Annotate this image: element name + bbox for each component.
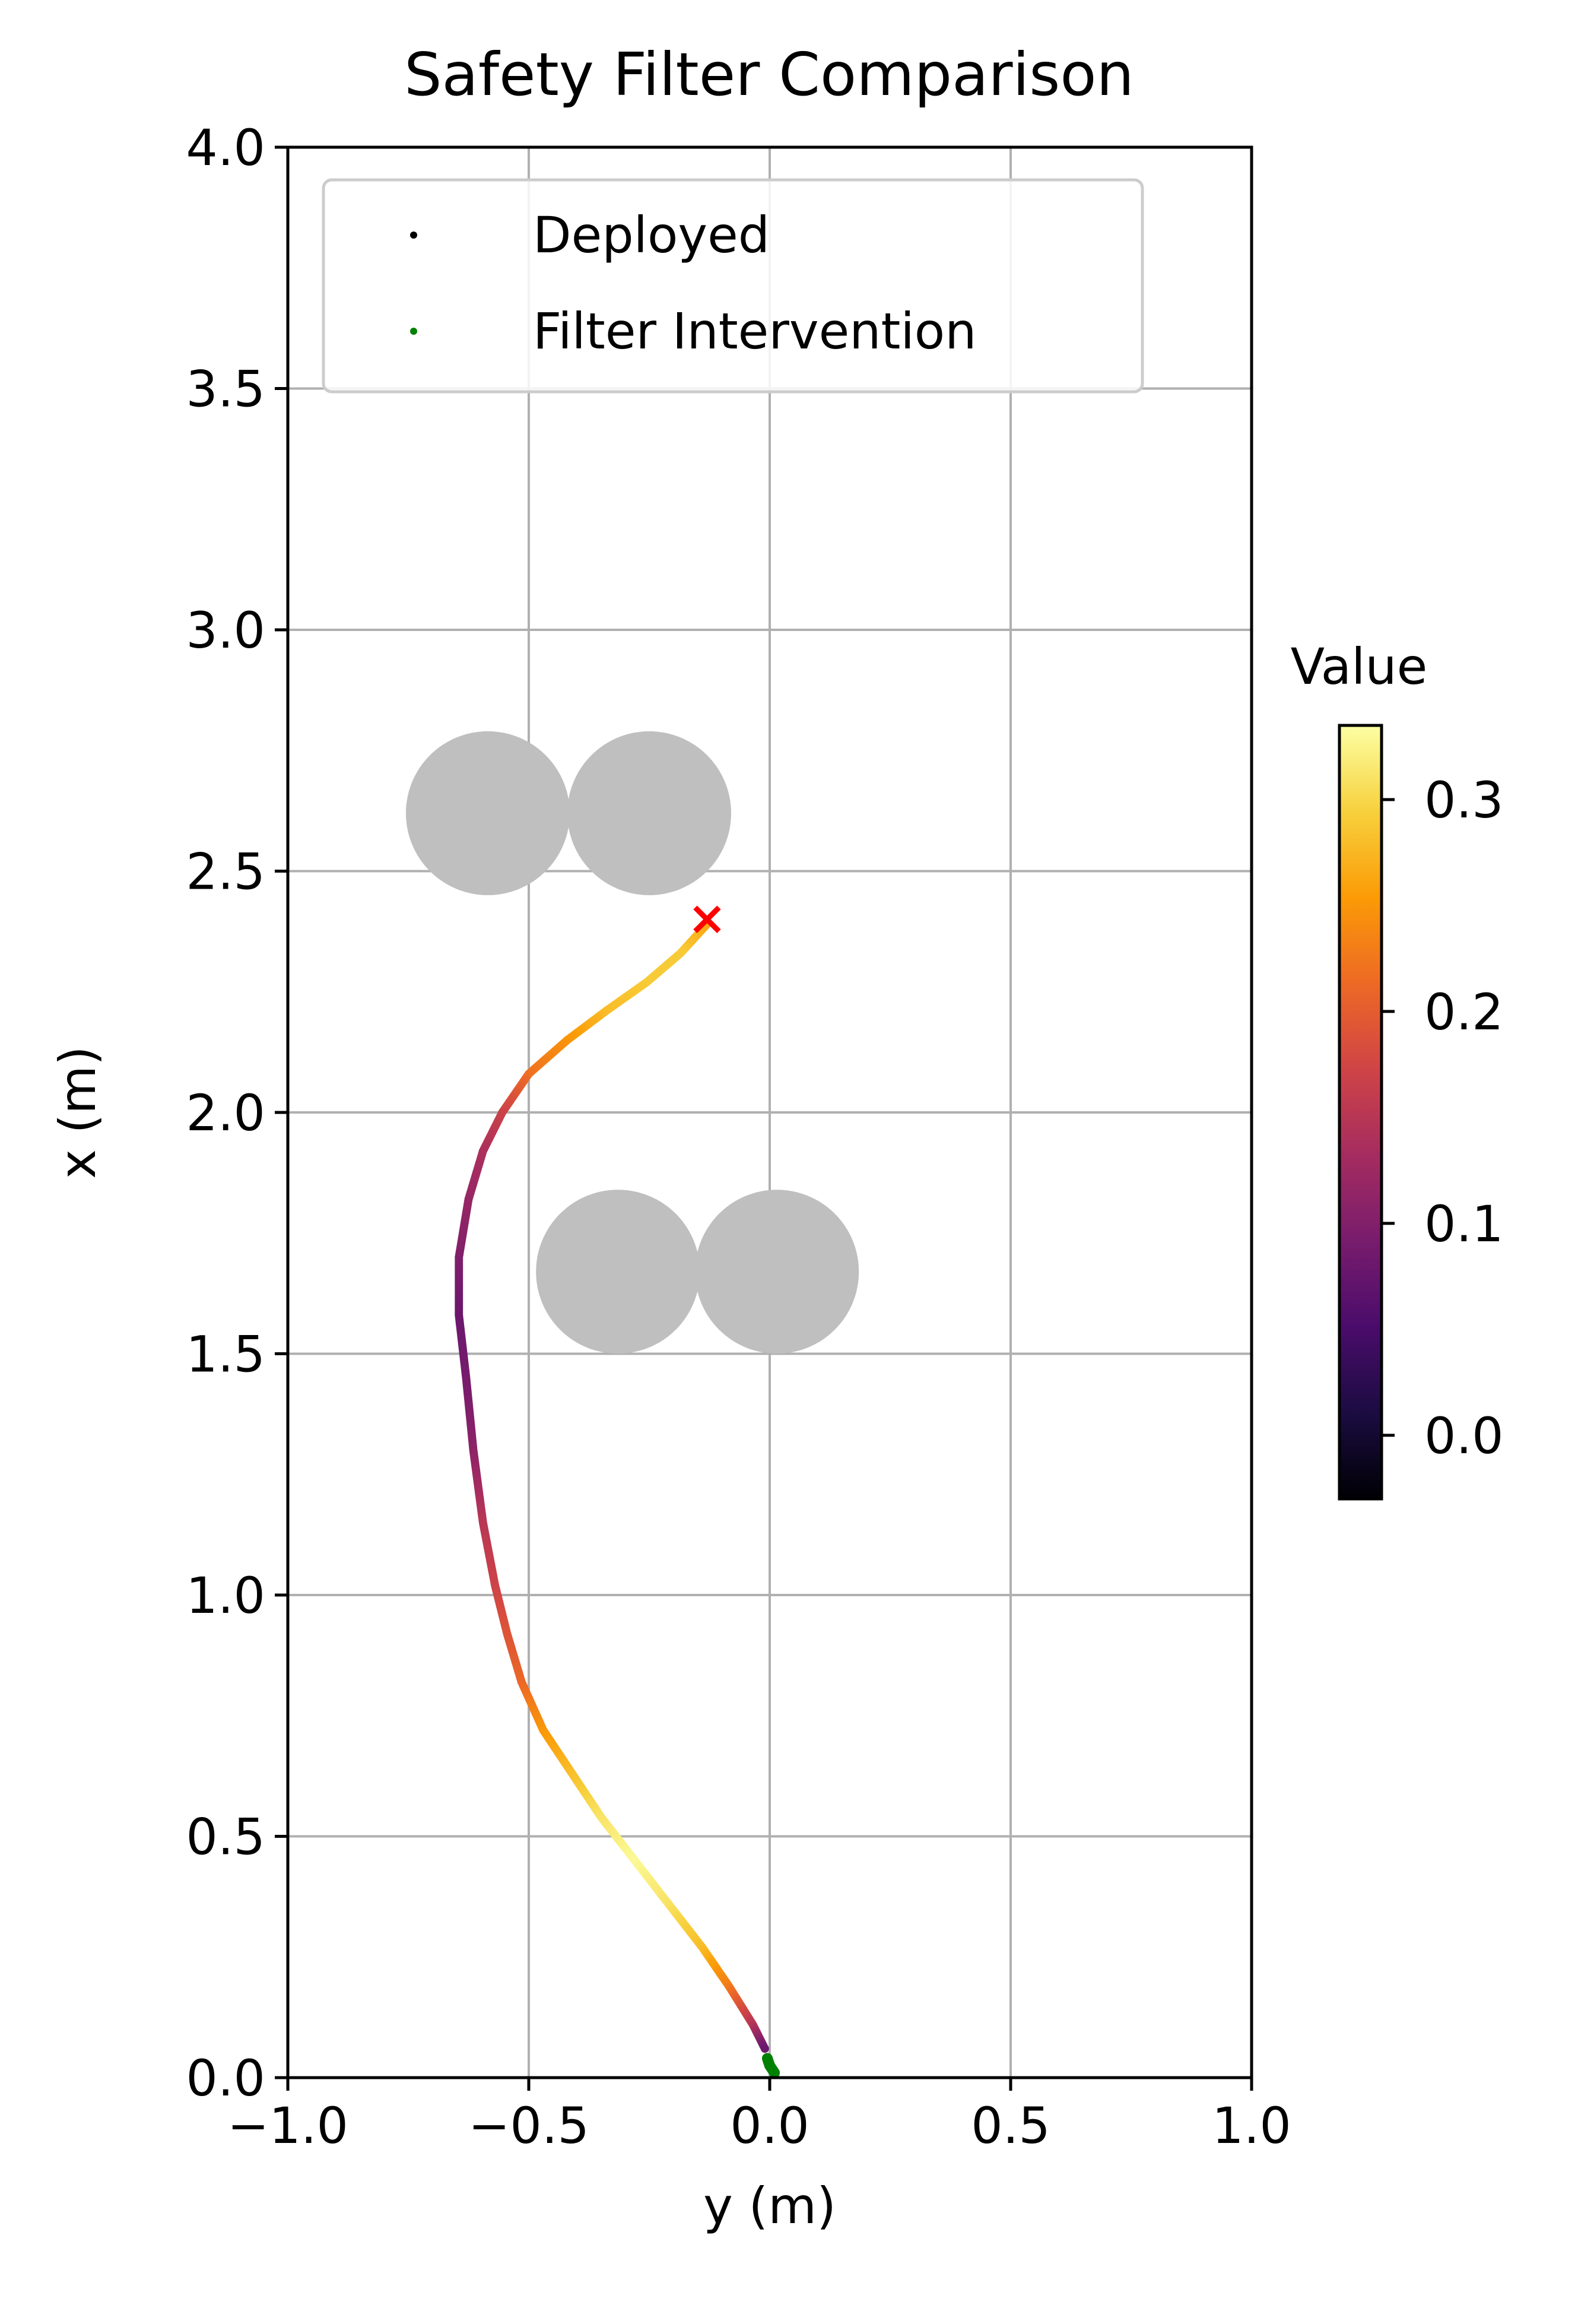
x-tick-label: 0.0 [730,2097,809,2155]
x-tick-label: 1.0 [1212,2097,1291,2155]
legend-marker-intervention [410,328,417,335]
chart-title: Safety Filter Comparison [404,40,1134,109]
legend-label-deployed: Deployed [533,206,770,264]
y-axis-label: x (m) [49,1046,107,1179]
obstacle-3 [695,1190,859,1354]
plot-area [286,145,1253,2079]
goal-marker-stroke [693,905,721,933]
filter-interventions [761,2053,780,2078]
obstacle-0 [405,731,570,895]
x-tick-label: −0.5 [468,2097,589,2155]
colorbar-gradient [1338,724,1383,1501]
y-tick-label: 4.0 [186,119,265,177]
legend-box [322,178,1144,394]
trajectory-point [760,2044,769,2053]
y-tick-label: 0.5 [186,1808,265,1866]
obstacle-2 [536,1190,700,1354]
y-tick-label: 3.0 [186,601,265,660]
intervention-point [769,2067,780,2078]
obstacles [405,731,859,1354]
colorbar-tick-label: 0.0 [1424,1407,1504,1465]
colorbar-tick-label: 0.3 [1424,771,1504,829]
colorbar-tick-label: 0.2 [1424,983,1504,1041]
grid-lines [287,146,1253,2079]
legend: Deployed Filter Intervention [322,178,1144,394]
x-tick-label: −1.0 [227,2097,348,2155]
x-axis-ticks: −1.0 −0.5 0.0 0.5 1.0 [227,2078,1291,2155]
y-tick-label: 0.0 [186,2049,265,2107]
y-tick-label: 2.0 [186,1084,265,1142]
colorbar-tick-label: 0.1 [1424,1195,1504,1253]
y-tick-label: 3.5 [186,360,265,418]
colorbar-label: Value [1291,638,1428,696]
legend-marker-deployed [410,232,417,239]
y-tick-label: 1.5 [186,1326,265,1384]
colorbar: Value 0.0 0.1 0.2 0.3 [1291,638,1504,1501]
trajectory [455,920,769,2053]
legend-label-intervention: Filter Intervention [533,302,976,360]
y-axis-ticks: 0.0 0.5 1.0 1.5 2.0 2.5 3.0 3.5 4.0 [186,119,288,2107]
colorbar-ticks: 0.0 0.1 0.2 0.3 [1382,771,1504,1465]
x-tick-label: 0.5 [971,2097,1050,2155]
x-axis-label: y (m) [703,2177,836,2235]
obstacle-1 [567,731,732,895]
goal-marker [693,905,721,933]
y-tick-label: 2.5 [186,843,265,901]
y-tick-label: 1.0 [186,1567,265,1625]
